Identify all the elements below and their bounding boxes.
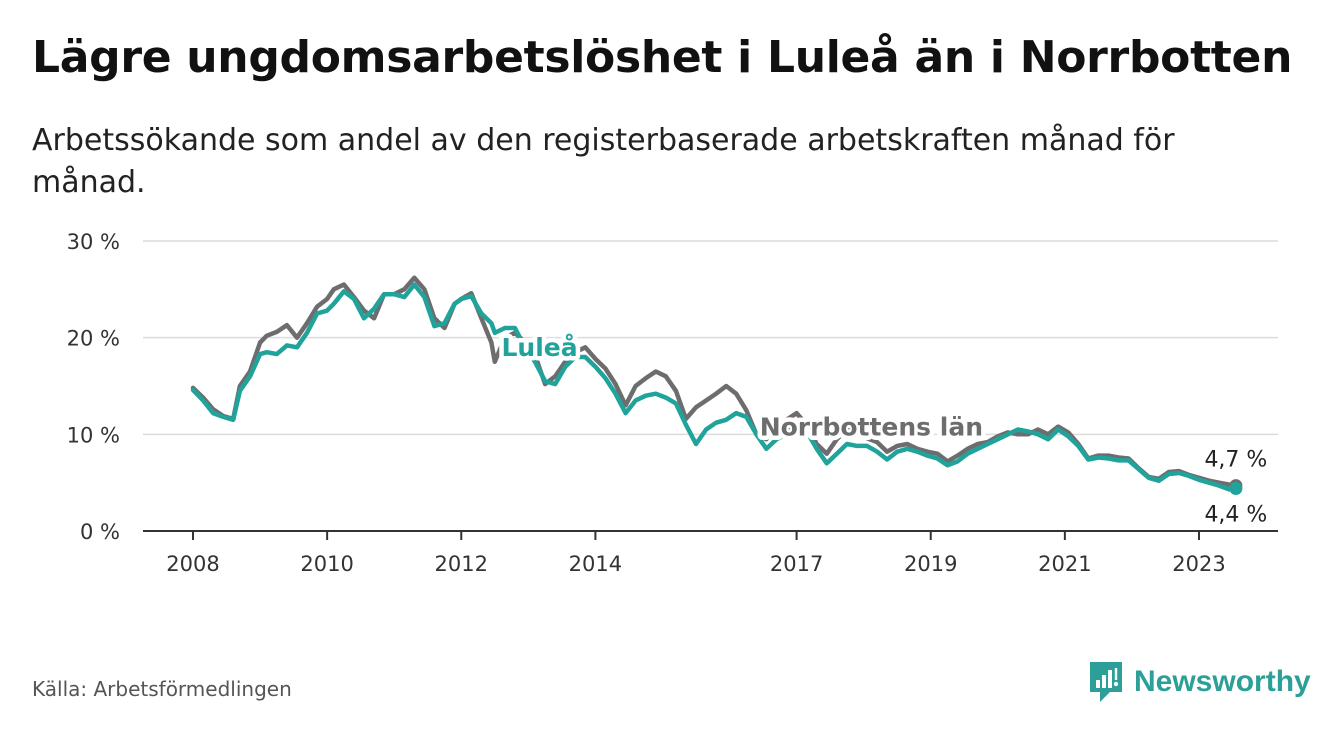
source-note: Källa: Arbetsförmedlingen [32,677,292,701]
x-tick-label: 2008 [166,552,219,576]
x-tick-label: 2021 [1038,552,1091,576]
norrbotten-end-label: 4,7 % [1204,448,1267,473]
y-tick-label: 0 % [80,520,120,544]
x-tick-label: 2014 [569,552,622,576]
norrbotten-series-label: Norrbottens län [760,412,983,441]
y-axis-ticks: 0 % 10 % 20 % 30 % [67,230,120,544]
y-tick-label: 30 % [67,230,120,254]
x-tick-label: 2012 [435,552,488,576]
lulea-line [190,282,1239,492]
series-labels: Norrbottens län Luleå 4,7 % 4,4 % [497,329,1267,528]
chart-title: Lägre ungdomsarbetslöshet i Luleå än i N… [32,32,1293,83]
x-tick-label: 2023 [1172,552,1225,576]
gridlines [143,240,1278,436]
y-tick-label: 10 % [67,423,120,447]
norrbotten-line [190,275,1239,488]
x-tick-label: 2019 [904,552,957,576]
x-axis: 2008 2010 2012 2014 2017 2019 2021 2023 [143,530,1278,576]
brand-name: Newsworthy [1134,665,1311,698]
brand-logo[interactable]: Newsworthy [1088,660,1311,704]
chart-subtitle: Arbetssökande som andel av den registerb… [32,123,1175,200]
lulea-series-label: Luleå [502,333,578,362]
line-chart: 0 % 10 % 20 % 30 % 2008 2010 2012 2014 2017 2019… [67,230,1278,576]
series-lines [190,275,1243,495]
lulea-end-point [1229,481,1243,495]
y-tick-label: 20 % [67,327,120,351]
x-tick-label: 2010 [300,552,353,576]
x-tick-label: 2017 [770,552,823,576]
lulea-end-label: 4,4 % [1204,502,1267,527]
newsworthy-logo-icon [1090,662,1122,702]
